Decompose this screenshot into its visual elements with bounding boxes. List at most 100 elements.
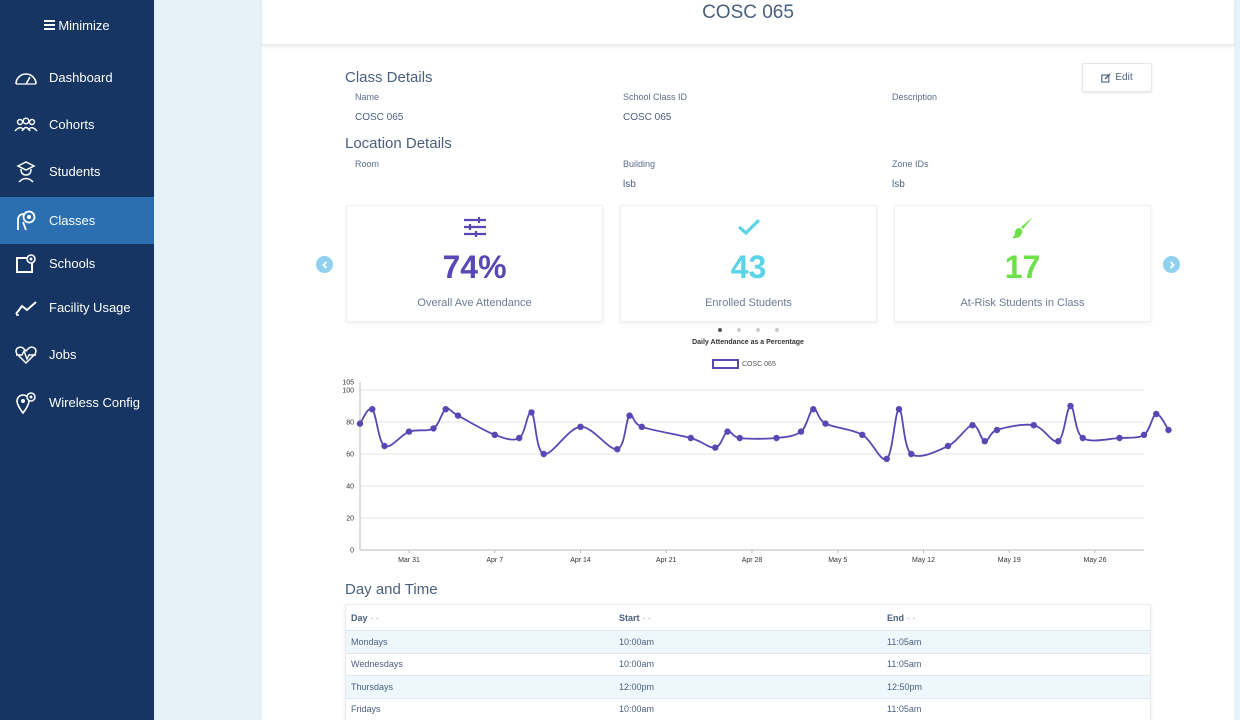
- table-cell: 10:00am: [619, 704, 655, 715]
- y-tick-label: 0: [350, 548, 354, 555]
- carousel-dot[interactable]: [718, 328, 722, 332]
- legend-label: COSC 065: [742, 360, 776, 368]
- x-tick-label: Apr 7: [486, 557, 503, 564]
- sidebar-item-label: Students: [49, 164, 101, 179]
- student-icon: [13, 159, 39, 185]
- data-point: [577, 423, 584, 430]
- school-class-id-value: COSC 065: [623, 112, 672, 123]
- stat-value: 17: [1004, 249, 1041, 285]
- carousel-prev-button[interactable]: [316, 256, 333, 273]
- sidebar-item-jobs[interactable]: Jobs: [0, 331, 154, 378]
- x-tick-label: May 19: [998, 557, 1021, 564]
- data-point: [638, 423, 645, 430]
- classes-icon: [13, 208, 39, 234]
- page-header: COSC 065: [262, 0, 1234, 45]
- data-point: [1030, 422, 1037, 429]
- sidebar-item-label: Jobs: [49, 347, 77, 362]
- table-cell: Mondays: [351, 636, 388, 647]
- sidebar-item-dashboard[interactable]: Dashboard: [0, 54, 154, 101]
- column-header-end[interactable]: End - -: [887, 612, 916, 623]
- sidebar-item-cohorts[interactable]: Cohorts: [0, 101, 154, 148]
- sidebar-item-wireless-config[interactable]: Wireless Config: [0, 379, 154, 426]
- chart-legend[interactable]: COSC 065: [712, 359, 776, 369]
- data-point: [810, 406, 817, 413]
- data-point: [895, 406, 903, 413]
- sidebar-item-label: Cohorts: [49, 117, 95, 132]
- zone-ids-value: lsb: [892, 179, 905, 190]
- location-pin-icon: [13, 390, 39, 416]
- checkmark-icon: [621, 216, 876, 238]
- sidebar-item-facility-usage[interactable]: Facility Usage: [0, 284, 154, 331]
- edit-button[interactable]: Edit: [1082, 63, 1152, 92]
- school-class-id-label: School Class ID: [623, 92, 688, 102]
- table-cell: Wednesdays: [351, 659, 403, 670]
- carousel-dot[interactable]: [737, 328, 741, 332]
- legend-swatch: [712, 359, 739, 369]
- table-cell: 11:05am: [887, 659, 922, 670]
- data-point: [969, 422, 976, 429]
- data-point: [1067, 402, 1074, 410]
- x-tick-label: Mar 31: [398, 557, 420, 564]
- data-point: [687, 434, 694, 442]
- building-label: Building: [623, 159, 656, 169]
- carousel-dot[interactable]: [775, 328, 779, 332]
- y-tick-label: 60: [346, 452, 354, 459]
- data-point: [883, 455, 890, 462]
- paintbrush-icon: [895, 216, 1150, 240]
- minimize-button[interactable]: Minimize: [0, 0, 154, 50]
- data-point: [528, 409, 535, 416]
- chart-title: Daily Attendance as a Percentage: [692, 339, 804, 346]
- carousel-next-button[interactable]: [1163, 256, 1180, 273]
- sidebar-item-classes[interactable]: Classes: [0, 197, 154, 244]
- data-point: [540, 450, 547, 458]
- column-header-start[interactable]: Start - -: [619, 612, 652, 623]
- class-details-title: Class Details: [345, 69, 433, 86]
- table-cell: 12:00pm: [619, 681, 655, 692]
- table-cell: Fridays: [351, 704, 381, 715]
- data-point: [981, 438, 988, 445]
- x-tick-label: Apr 14: [570, 557, 591, 564]
- x-tick-label: May 26: [1084, 557, 1107, 564]
- minimize-label: Minimize: [58, 17, 110, 33]
- data-point: [1140, 431, 1148, 438]
- trend-line-icon: [13, 295, 39, 321]
- main-panel: COSC 065 Class Details Edit Name COSC 06…: [262, 0, 1234, 720]
- data-point: [993, 426, 1001, 434]
- x-tick-label: May 12: [912, 557, 935, 564]
- sidebar-item-students[interactable]: Students: [0, 148, 154, 195]
- day-and-time-title: Day and Time: [345, 581, 438, 598]
- table-cell: 10:00am: [619, 659, 655, 670]
- y-tick-label: 105: [342, 380, 354, 387]
- data-point: [614, 446, 621, 453]
- column-header-day[interactable]: Day - -: [351, 612, 380, 623]
- sidebar: Minimize Dashboard Cohorts Students Clas…: [0, 0, 154, 720]
- sidebar-item-schools[interactable]: Schools: [0, 240, 154, 287]
- table-cell: 12:50pm: [887, 681, 923, 692]
- table-row: Wednesdays 10:00am 11:05am: [346, 654, 1150, 676]
- table-cell: 10:00am: [619, 636, 655, 647]
- zone-ids-label: Zone IDs: [892, 159, 929, 169]
- name-label: Name: [355, 92, 380, 102]
- table-cell: Thursdays: [351, 681, 394, 692]
- series-line: [359, 405, 1170, 461]
- stat-value: 74%: [442, 249, 507, 285]
- table-row: Fridays 10:00am 11:05am: [346, 699, 1150, 720]
- sidebar-item-label: Schools: [49, 256, 96, 271]
- data-point: [516, 434, 523, 442]
- cohorts-people-icon: [13, 112, 39, 138]
- data-point: [1165, 426, 1172, 434]
- page-title: COSC 065: [702, 2, 794, 23]
- data-point: [454, 412, 462, 419]
- data-point: [944, 442, 952, 450]
- table-row: Thursdays 12:00pm 12:50pm: [346, 676, 1150, 699]
- stat-label: Overall Ave Attendance: [417, 297, 532, 309]
- carousel-dot[interactable]: [756, 328, 760, 332]
- stat-card-attendance: 74% Overall Ave Attendance: [346, 205, 603, 322]
- data-point: [724, 428, 731, 435]
- data-point: [797, 428, 805, 435]
- data-point: [626, 412, 633, 419]
- sidebar-item-label: Classes: [49, 213, 96, 228]
- stat-card-enrolled: 43 Enrolled Students: [620, 205, 877, 322]
- data-point: [773, 434, 780, 442]
- edit-icon: [1101, 72, 1111, 83]
